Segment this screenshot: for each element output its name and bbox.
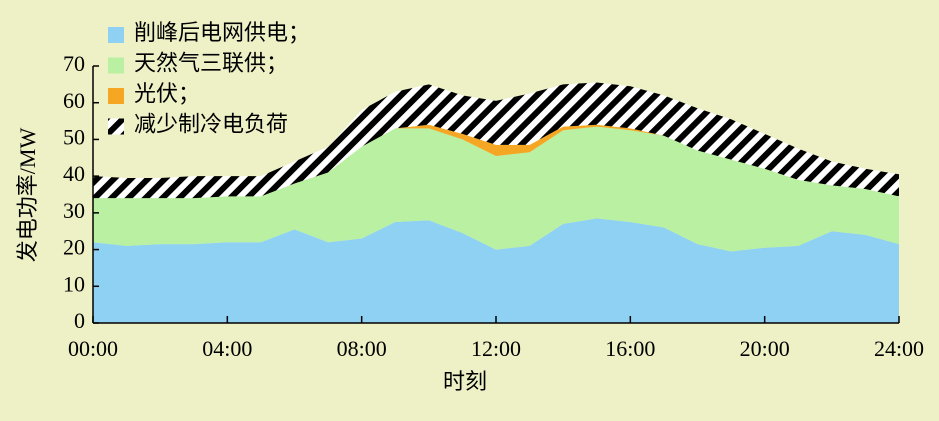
legend-label: 光伏； (134, 81, 200, 106)
legend-swatch (108, 27, 124, 43)
legend-swatch (108, 88, 124, 104)
y-tick-label: 10 (63, 271, 85, 296)
y-tick-label: 40 (63, 161, 85, 186)
x-axis-label: 时刻 (443, 369, 487, 394)
y-tick-label: 20 (63, 235, 85, 260)
x-tick-label: 08:00 (337, 336, 387, 361)
y-tick-label: 30 (63, 198, 85, 223)
y-tick-label: 50 (63, 124, 85, 149)
y-axis-label: 发电功率/MW (15, 128, 40, 263)
x-tick-label: 00:00 (68, 336, 118, 361)
area (93, 82, 899, 199)
x-tick-label: 16:00 (605, 336, 655, 361)
x-tick-label: 12:00 (471, 336, 521, 361)
legend-swatch (108, 118, 124, 135)
y-tick-label: 0 (74, 308, 85, 333)
legend-swatch (108, 57, 124, 74)
legend-label: 减少制冷电负荷 (134, 112, 288, 137)
legend-label: 天然气三联供； (134, 51, 288, 76)
y-tick-label: 70 (63, 51, 85, 76)
x-tick-label: 20:00 (740, 336, 790, 361)
legend-label: 削峰后电网供电； (134, 20, 310, 45)
y-tick-label: 60 (63, 88, 85, 113)
x-tick-label: 24:00 (874, 336, 924, 361)
x-tick-label: 04:00 (202, 336, 252, 361)
area (93, 218, 899, 323)
area (93, 126, 899, 252)
